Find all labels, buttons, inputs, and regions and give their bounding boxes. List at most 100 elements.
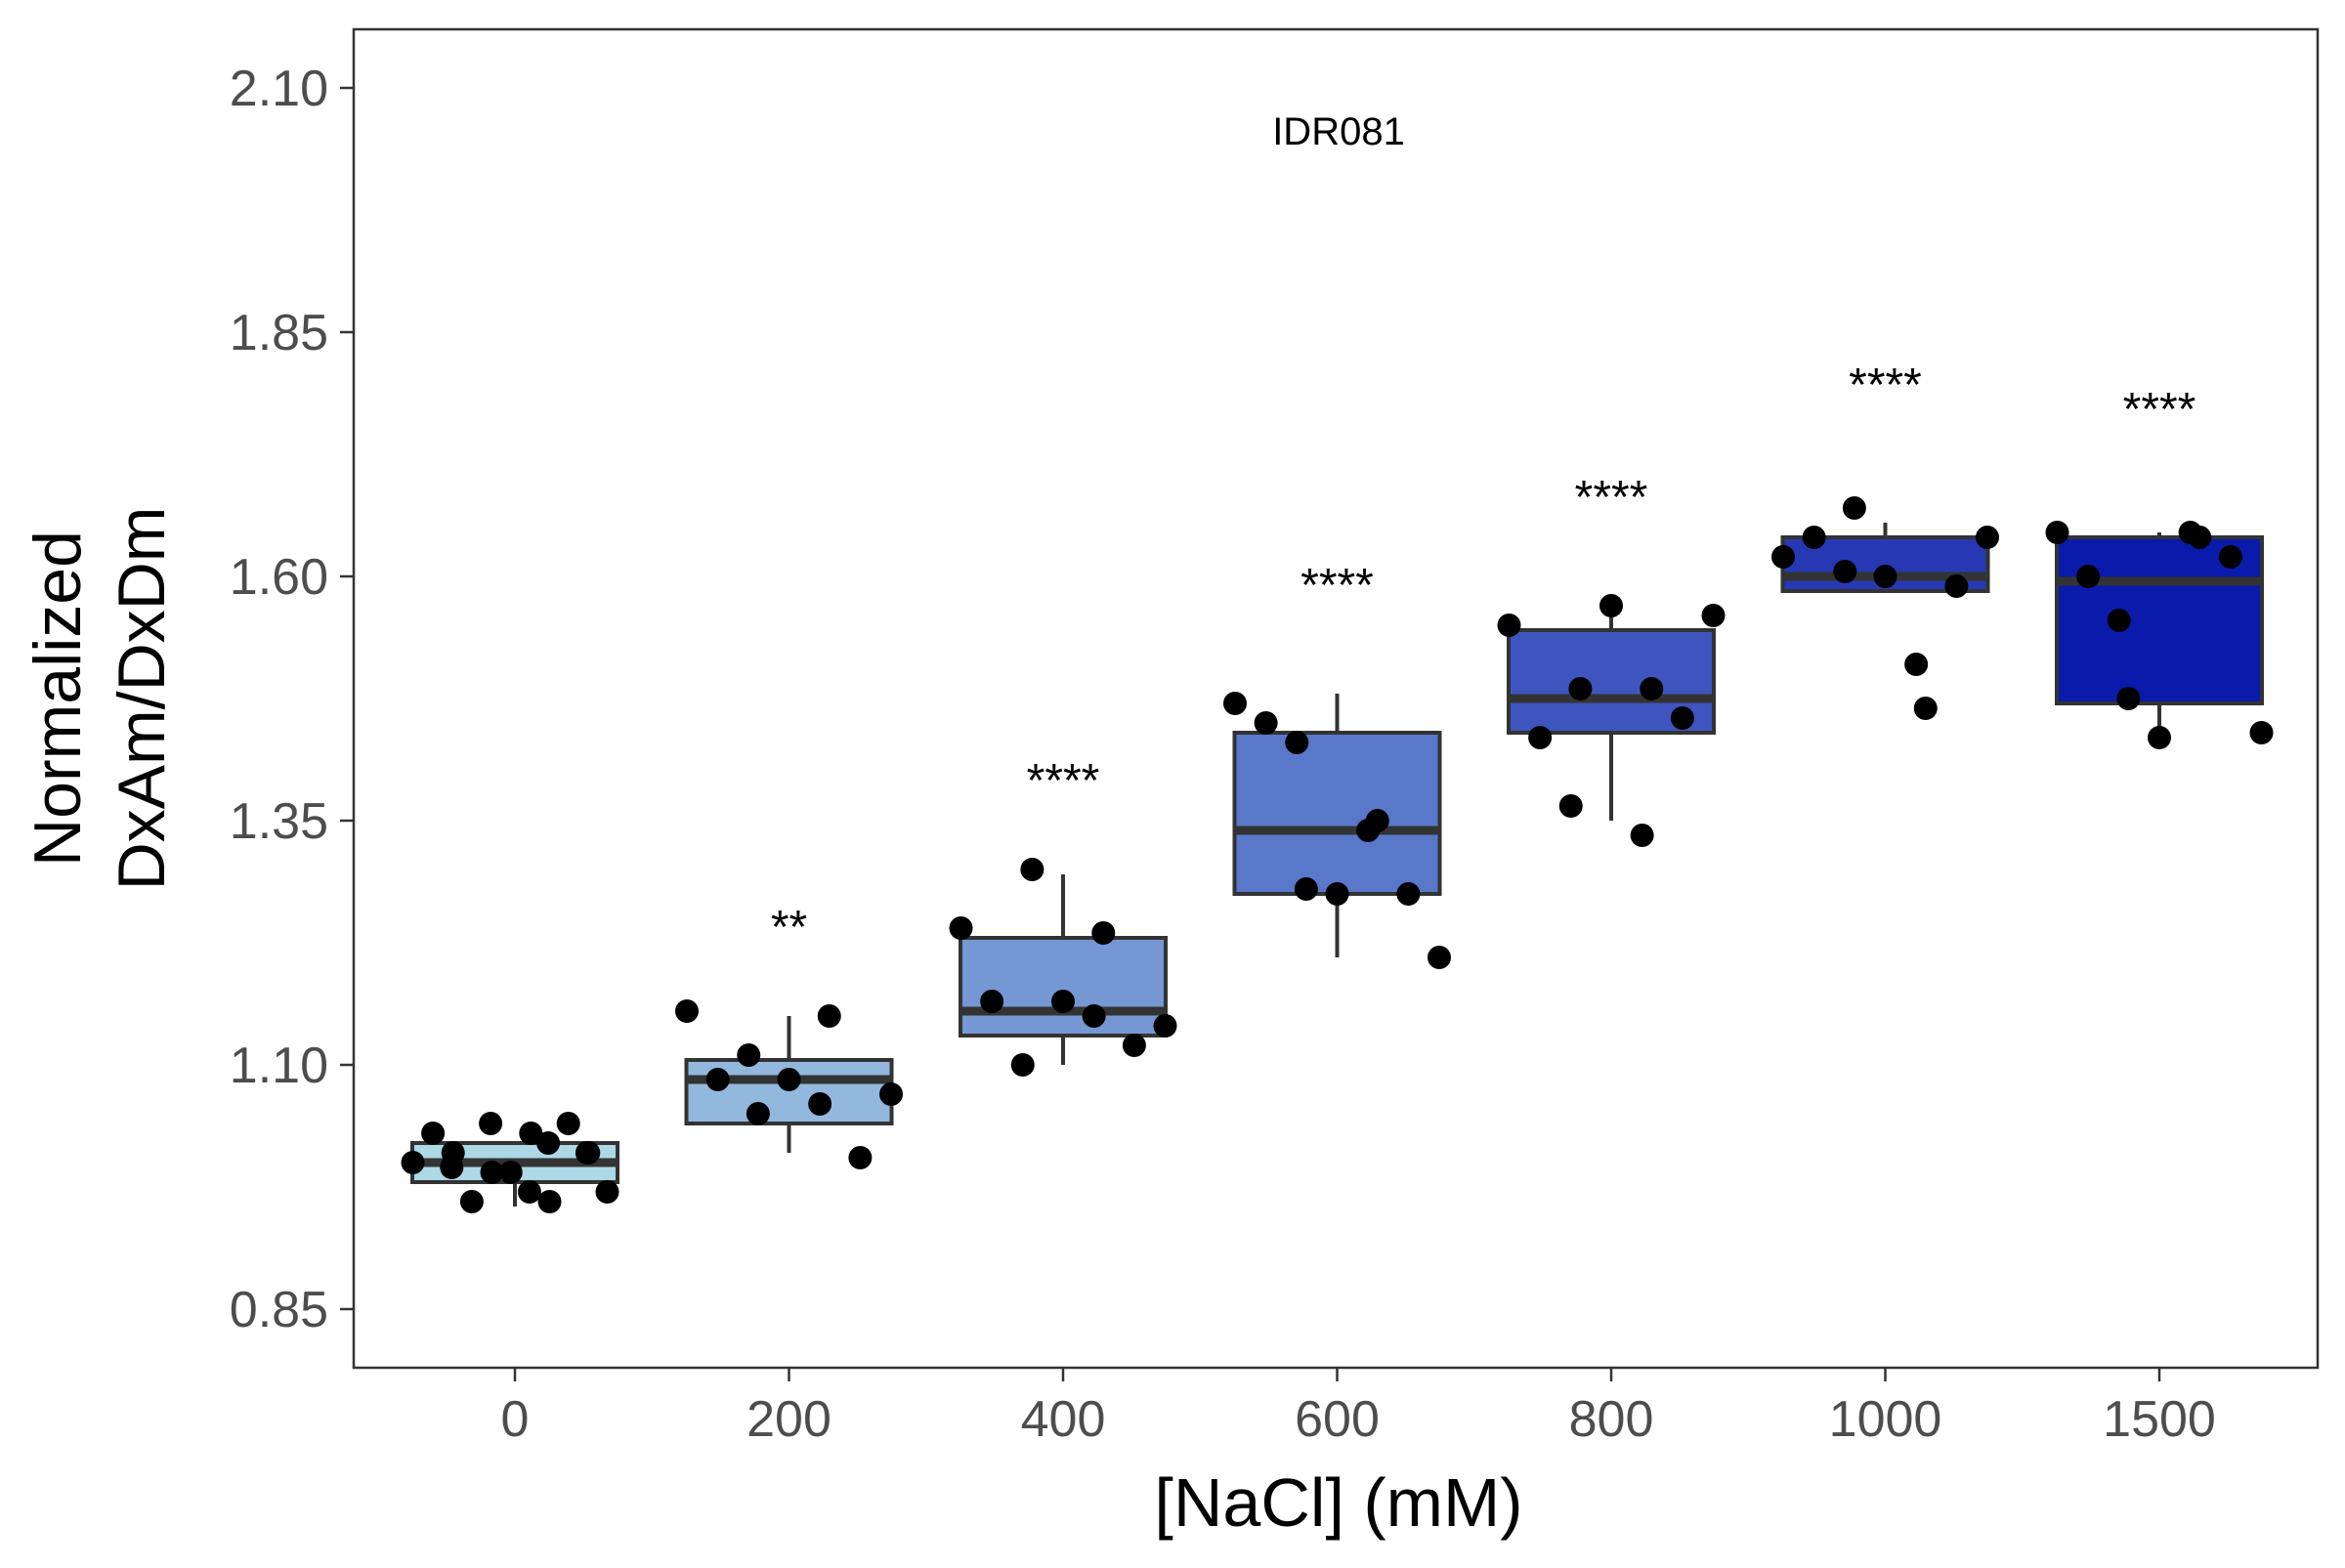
significance-label: **** <box>1849 360 1922 411</box>
data-point <box>1396 882 1421 906</box>
data-point <box>1223 692 1247 715</box>
data-point <box>1771 545 1795 569</box>
x-axis-label: [NaCl] (mM) <box>1154 1464 1522 1541</box>
data-point <box>1640 677 1664 700</box>
y-tick-label: 1.35 <box>230 793 328 850</box>
x-axis: 0 200 400 600 800 1000 1500 <box>501 1368 2216 1448</box>
data-point <box>459 1190 484 1213</box>
data-point <box>519 1122 543 1145</box>
data-point <box>705 1068 730 1091</box>
y-axis-label-line-2: DxAm/DxDm <box>105 507 179 891</box>
data-point <box>949 916 973 940</box>
data-point <box>536 1131 561 1155</box>
data-point <box>2188 526 2212 549</box>
data-point <box>1325 882 1349 906</box>
significance-label: ** <box>771 902 807 954</box>
data-point <box>440 1156 464 1179</box>
data-point <box>1294 877 1318 901</box>
data-point <box>517 1180 541 1204</box>
significance-label: **** <box>2123 384 2196 436</box>
plot-frame <box>352 27 2320 1370</box>
data-point <box>1091 921 1116 945</box>
data-point <box>537 1190 562 1213</box>
data-point <box>737 1043 761 1067</box>
data-point <box>1082 1004 1106 1028</box>
data-point <box>1842 496 1866 520</box>
data-point <box>479 1112 503 1135</box>
y-tick-label: 1.85 <box>230 305 328 361</box>
box-400 <box>959 874 1168 1065</box>
x-tick-label: 0 <box>501 1391 530 1448</box>
data-point <box>498 1161 523 1184</box>
data-point <box>1428 946 1451 969</box>
data-point <box>575 1141 599 1165</box>
x-tick-label: 600 <box>1295 1391 1380 1448</box>
data-point <box>1599 594 1623 617</box>
data-point <box>1020 858 1045 881</box>
data-point <box>1365 809 1389 832</box>
data-point <box>1913 697 1938 720</box>
data-point <box>817 1004 841 1028</box>
data-point <box>1701 604 1726 627</box>
data-point <box>746 1102 770 1125</box>
data-point <box>848 1146 873 1169</box>
data-point <box>808 1092 832 1116</box>
y-axis-label-line-1: Normalized <box>21 530 95 867</box>
data-point <box>1528 726 1553 749</box>
box-body <box>1232 731 1442 896</box>
x-tick-label: 200 <box>746 1391 831 1448</box>
data-point <box>2116 687 2141 710</box>
significance-label: **** <box>1027 755 1100 807</box>
data-point <box>1153 1014 1177 1038</box>
box-series <box>410 523 2264 1207</box>
data-point <box>2045 521 2069 544</box>
data-point <box>2249 721 2274 744</box>
significance-annotations: ****************** **** <box>771 360 2196 954</box>
data-point <box>1254 711 1278 735</box>
data-point <box>2148 726 2171 749</box>
data-point <box>401 1151 425 1174</box>
data-point <box>556 1112 580 1135</box>
data-point <box>480 1161 504 1184</box>
data-point <box>1051 990 1075 1013</box>
data-point <box>1670 706 1694 730</box>
data-point <box>2076 565 2101 588</box>
data-point <box>675 999 699 1023</box>
data-point <box>2107 609 2131 632</box>
significance-label: **** <box>1300 560 1374 612</box>
data-point <box>1904 653 1929 676</box>
data-point <box>595 1180 619 1204</box>
x-tick-label: 1500 <box>2103 1391 2216 1448</box>
y-axis: 0.85 1.10 1.35 1.60 1.85 2.10 <box>230 61 354 1338</box>
data-point <box>2218 545 2242 569</box>
y-tick-label: 0.85 <box>230 1282 328 1338</box>
x-tick-label: 400 <box>1021 1391 1106 1448</box>
data-point <box>1944 574 1969 598</box>
y-tick-label: 1.60 <box>230 549 328 606</box>
data-point <box>1568 677 1593 700</box>
data-point <box>1497 614 1521 637</box>
x-tick-label: 1000 <box>1829 1391 1942 1448</box>
box-600 <box>1232 694 1442 957</box>
significance-label: **** <box>1575 472 1648 524</box>
data-point <box>1122 1034 1146 1057</box>
data-point <box>1833 560 1857 583</box>
data-point <box>1010 1053 1035 1077</box>
data-point <box>777 1068 801 1091</box>
point-series <box>401 496 2274 1213</box>
data-point <box>1976 526 1999 549</box>
data-point <box>1558 794 1583 818</box>
x-tick-label: 800 <box>1569 1391 1654 1448</box>
data-point <box>1873 565 1897 588</box>
box-body <box>959 936 1168 1038</box>
data-point <box>980 990 1004 1013</box>
data-point <box>1802 526 1826 549</box>
chart-title: IDR081 <box>1272 110 1405 153</box>
y-tick-label: 2.10 <box>230 61 328 117</box>
data-point <box>1285 731 1309 754</box>
y-tick-label: 1.10 <box>230 1038 328 1094</box>
data-point <box>879 1082 903 1106</box>
data-point <box>421 1122 446 1145</box>
